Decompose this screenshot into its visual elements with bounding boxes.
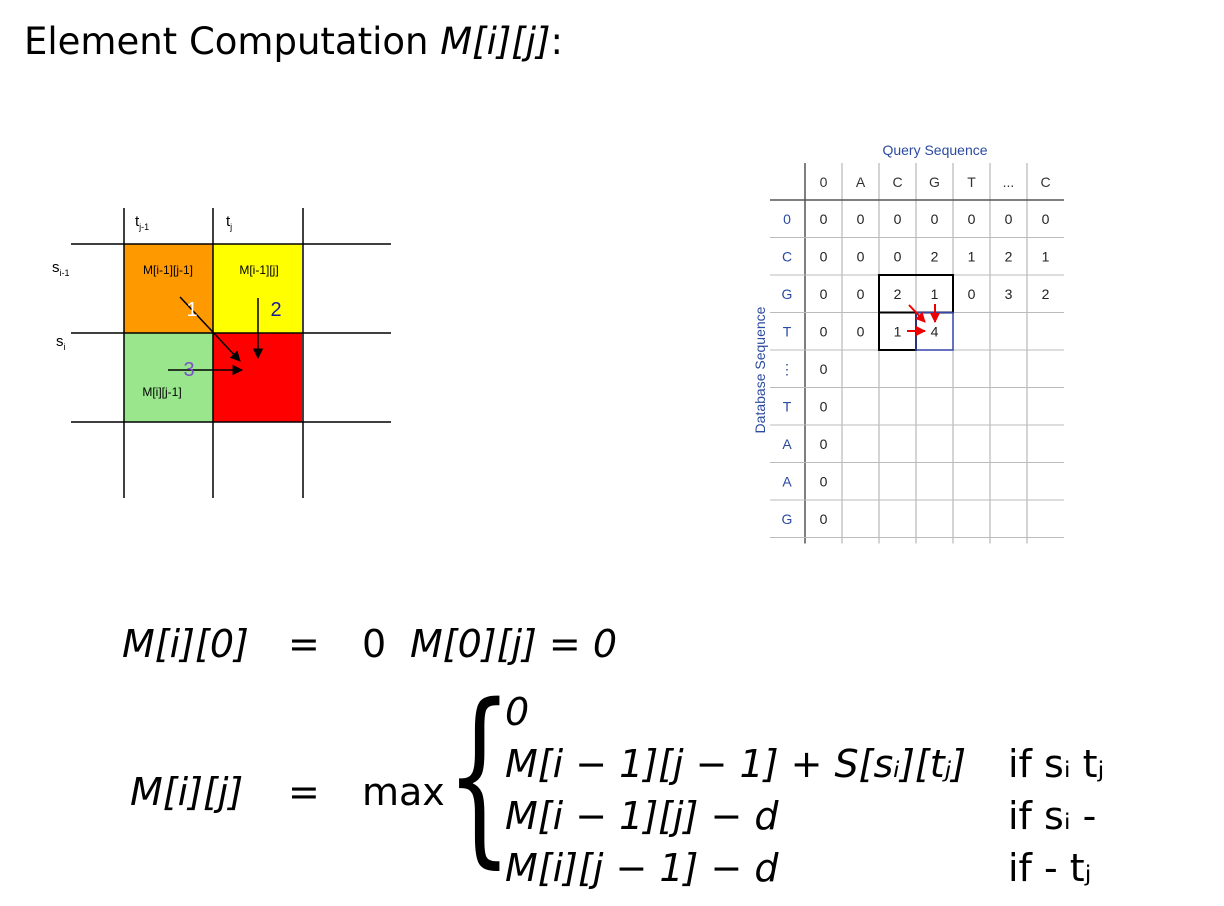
row-header: T: [783, 323, 792, 339]
cell-value: 1: [894, 323, 902, 339]
boundary: M[0][j] = 0: [410, 622, 617, 666]
title-math: M[i][j]: [440, 20, 551, 63]
cell-value: 0: [857, 248, 865, 264]
cell-value: 0: [820, 436, 828, 452]
case-expression: M[i][j − 1] − d: [505, 846, 779, 890]
arrow-number: 1: [186, 299, 197, 321]
title-suffix: :: [550, 20, 563, 63]
cell-value: 0: [1005, 211, 1013, 227]
case-expression: M[i − 1][j] − d: [505, 794, 779, 838]
rhs: 0: [362, 622, 387, 666]
table-title: Query Sequence: [882, 142, 987, 158]
column-header: A: [856, 174, 866, 190]
cell-value: 1: [968, 248, 976, 264]
cell-label: M[i-1][j]: [239, 263, 278, 277]
label-main: s: [56, 333, 64, 350]
cell-value: 0: [820, 473, 828, 489]
cell-value: 0: [820, 248, 828, 264]
label-sub: j-1: [138, 222, 149, 232]
row-header: 0: [783, 211, 791, 227]
cell-value: 3: [1005, 286, 1013, 302]
row-header: G: [782, 511, 793, 527]
cell-value: 0: [820, 211, 828, 227]
case-expression: 0: [505, 690, 530, 734]
cell-value: 0: [1042, 211, 1050, 227]
lhs: M[i][0]: [122, 622, 249, 666]
row-header: A: [782, 436, 792, 452]
column-header: C: [1040, 174, 1050, 190]
case-condition: if sᵢ tⱼ: [1008, 742, 1105, 786]
cell-value: 0: [968, 286, 976, 302]
row-header: T: [783, 398, 792, 414]
label-sub: i: [64, 342, 66, 352]
title-text: Element Computation: [24, 20, 429, 63]
case-condition: if - tⱼ: [1008, 846, 1092, 890]
label-main: t: [135, 213, 140, 230]
slide-title: Element Computation M[i][j]:: [24, 20, 563, 63]
label-main: s: [52, 259, 60, 276]
side-label: Database Sequence: [752, 306, 768, 433]
cell-value: 0: [820, 286, 828, 302]
cell-value: 0: [968, 211, 976, 227]
case-condition: if sᵢ -: [1008, 794, 1097, 838]
lhs: M[i][j]: [130, 770, 244, 814]
cell-value: 0: [820, 511, 828, 527]
label-sub: i-1: [60, 268, 70, 278]
cell-value: 0: [820, 398, 828, 414]
cell-value: 0: [894, 211, 902, 227]
dp-matrix: Query Sequence Database Sequence 0 A C G T... C…: [752, 142, 1064, 544]
cell-fill: [124, 244, 213, 333]
cell-value: 0: [857, 286, 865, 302]
cell-value: 0: [894, 248, 902, 264]
cell-value: 0: [857, 323, 865, 339]
red-arrow: [908, 304, 926, 323]
axis-label: tj-1: [135, 213, 149, 232]
cell-value: 1: [931, 286, 939, 302]
row-header: A: [782, 473, 792, 489]
cell-value: 0: [820, 361, 828, 377]
case-expression: M[i − 1][j − 1] + S[sᵢ][tⱼ]: [505, 742, 967, 786]
cell-label: M[i-1][j-1]: [143, 263, 193, 277]
cell-value: 0: [857, 211, 865, 227]
column-header: T: [967, 174, 976, 190]
cell-fill: [124, 333, 213, 422]
cell-value: 4: [931, 323, 939, 339]
label-main: t: [226, 213, 231, 230]
row-header: G: [782, 286, 793, 302]
operator: max: [362, 770, 445, 814]
cell-value: 0: [931, 211, 939, 227]
cell-value: 2: [931, 248, 939, 264]
cell-value: 2: [894, 286, 902, 302]
label-sub: j: [229, 222, 232, 232]
cell-value: 2: [1042, 286, 1050, 302]
cell-value: 1: [1042, 248, 1050, 264]
cell-value: 0: [820, 323, 828, 339]
column-header: ...: [1003, 174, 1015, 190]
row-header: C: [782, 248, 792, 264]
column-header: G: [929, 174, 940, 190]
column-header: C: [892, 174, 902, 190]
axis-label: si-1: [52, 259, 70, 278]
arrow-number: 2: [270, 299, 281, 321]
cell-label: M[i][j-1]: [142, 385, 181, 399]
axis-label: tj: [226, 213, 232, 232]
row-header: ⋮: [780, 361, 794, 377]
equals: =: [288, 622, 320, 666]
cell-value: 2: [1005, 248, 1013, 264]
equals: =: [288, 770, 320, 814]
column-header: 0: [820, 174, 828, 190]
axis-label: si: [56, 333, 66, 352]
arrow-number: 3: [183, 359, 194, 381]
arrow: [179, 296, 241, 362]
brace: {: [446, 664, 513, 885]
